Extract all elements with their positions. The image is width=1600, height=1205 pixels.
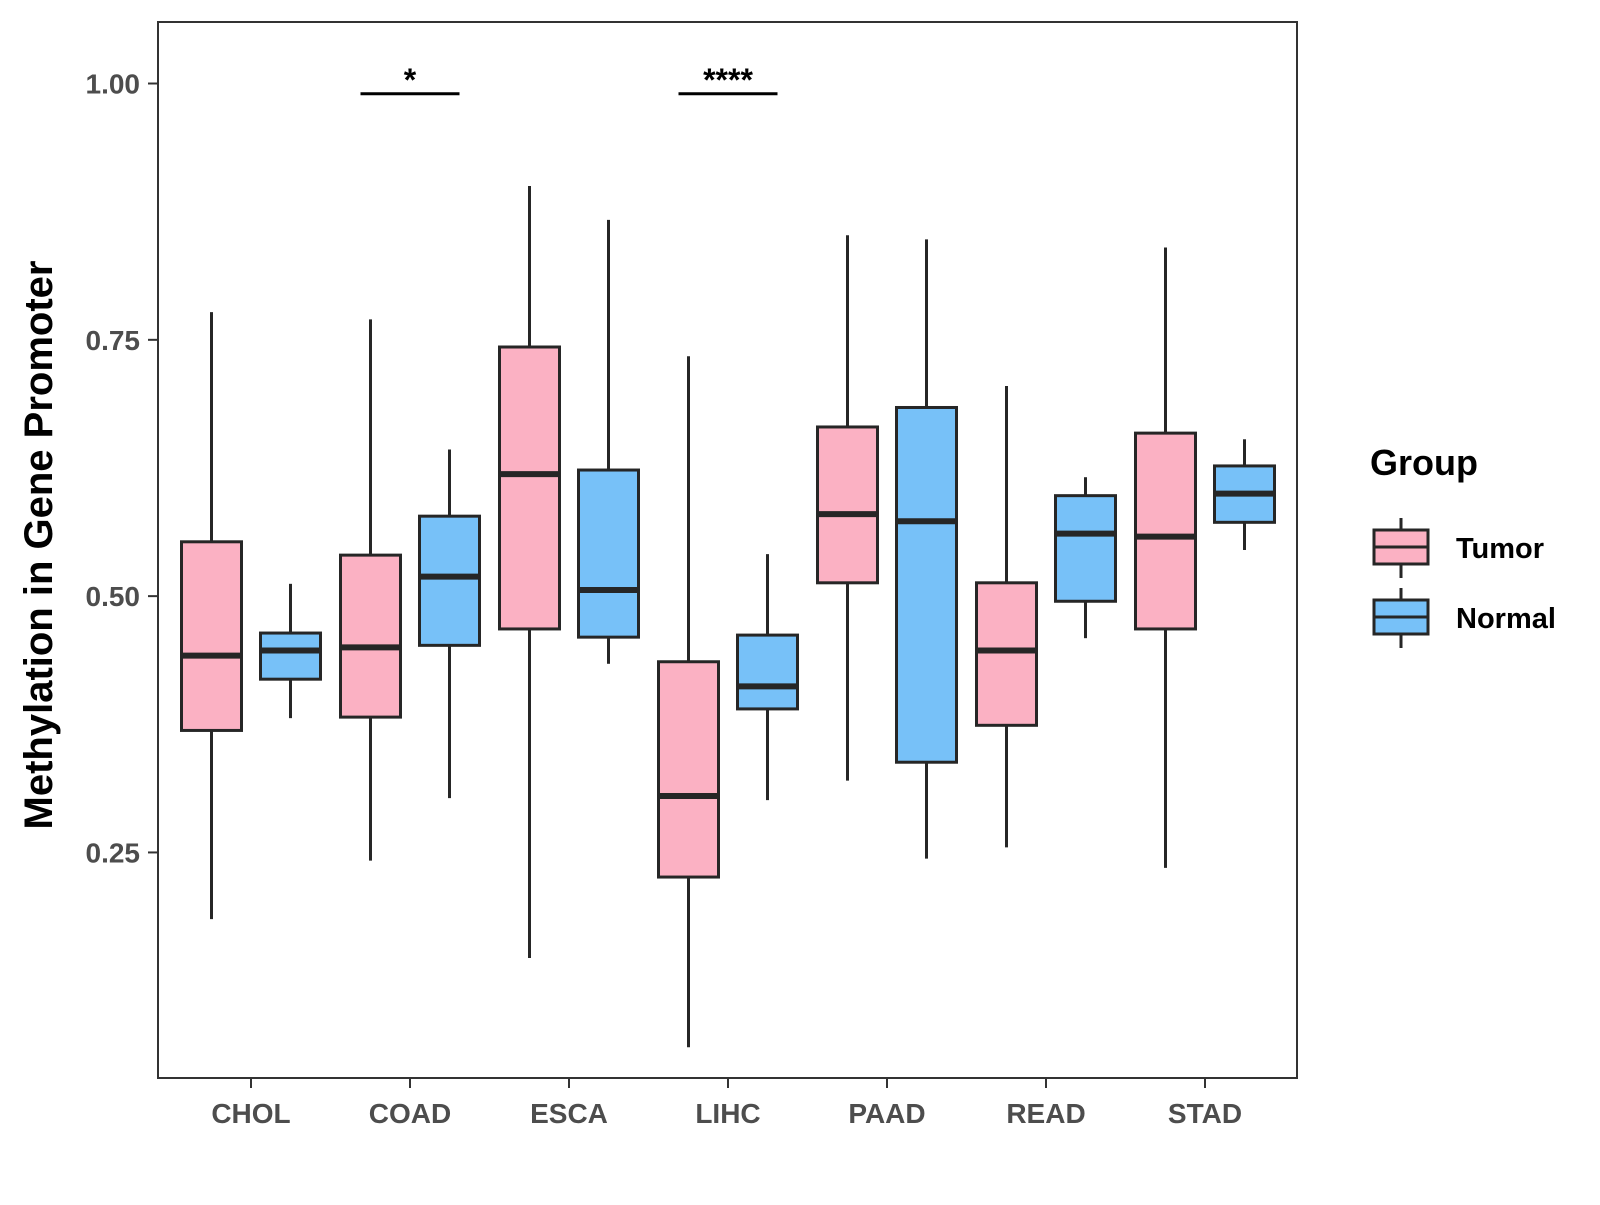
box-normal-coad <box>418 514 481 647</box>
box-normal-lihc <box>736 633 799 711</box>
plot-panel-border <box>157 21 1298 1079</box>
y-tick-label: 0.50 <box>86 581 141 612</box>
boxes-layer <box>180 345 1276 879</box>
significance-label-coad: * <box>404 62 417 98</box>
x-tick-label-stad: STAD <box>1168 1098 1242 1129</box>
y-tick-label: 0.25 <box>86 837 141 868</box>
box-tumor-chol <box>180 540 243 732</box>
box-normal-paad <box>895 405 958 764</box>
box-tumor-stad <box>1134 431 1197 631</box>
x-tick-label-esca: ESCA <box>530 1098 608 1129</box>
x-tick-label-lihc: LIHC <box>695 1098 760 1129</box>
significance-layer: * **** <box>360 62 778 98</box>
box-normal-esca <box>577 468 640 639</box>
y-axis-title: Methylation in Gene Promoter <box>17 261 61 830</box>
axes-layer: 0.25 0.50 0.75 1.00 CHOL COAD ESCA LIHC PAAD READ… <box>17 69 1242 1129</box>
x-tick-label-paad: PAAD <box>848 1098 925 1129</box>
box-tumor-read <box>975 581 1038 727</box>
significance-label-lihc: **** <box>703 62 753 98</box>
whiskers-layer <box>210 186 1246 1048</box>
legend-label-normal: Normal <box>1456 603 1556 635</box>
y-tick-label: 0.75 <box>86 325 141 356</box>
box-tumor-lihc <box>657 660 720 879</box>
x-tick-label-chol: CHOL <box>211 1098 290 1129</box>
legend-label-tumor: Tumor <box>1456 533 1544 565</box>
x-tick-label-read: READ <box>1006 1098 1085 1129</box>
x-tick-label-coad: COAD <box>369 1098 451 1129</box>
box-tumor-coad <box>339 553 402 719</box>
box-normal-read <box>1054 494 1117 603</box>
y-tick-label: 1.00 <box>86 69 141 100</box>
box-tumor-paad <box>816 425 879 585</box>
plot-panel-layer <box>157 21 1298 1079</box>
box-normal-chol <box>259 631 322 681</box>
legend-layer: Group Tumor Normal <box>1370 442 1556 648</box>
legend-title: Group <box>1370 442 1478 483</box>
box-tumor-esca <box>498 345 561 631</box>
